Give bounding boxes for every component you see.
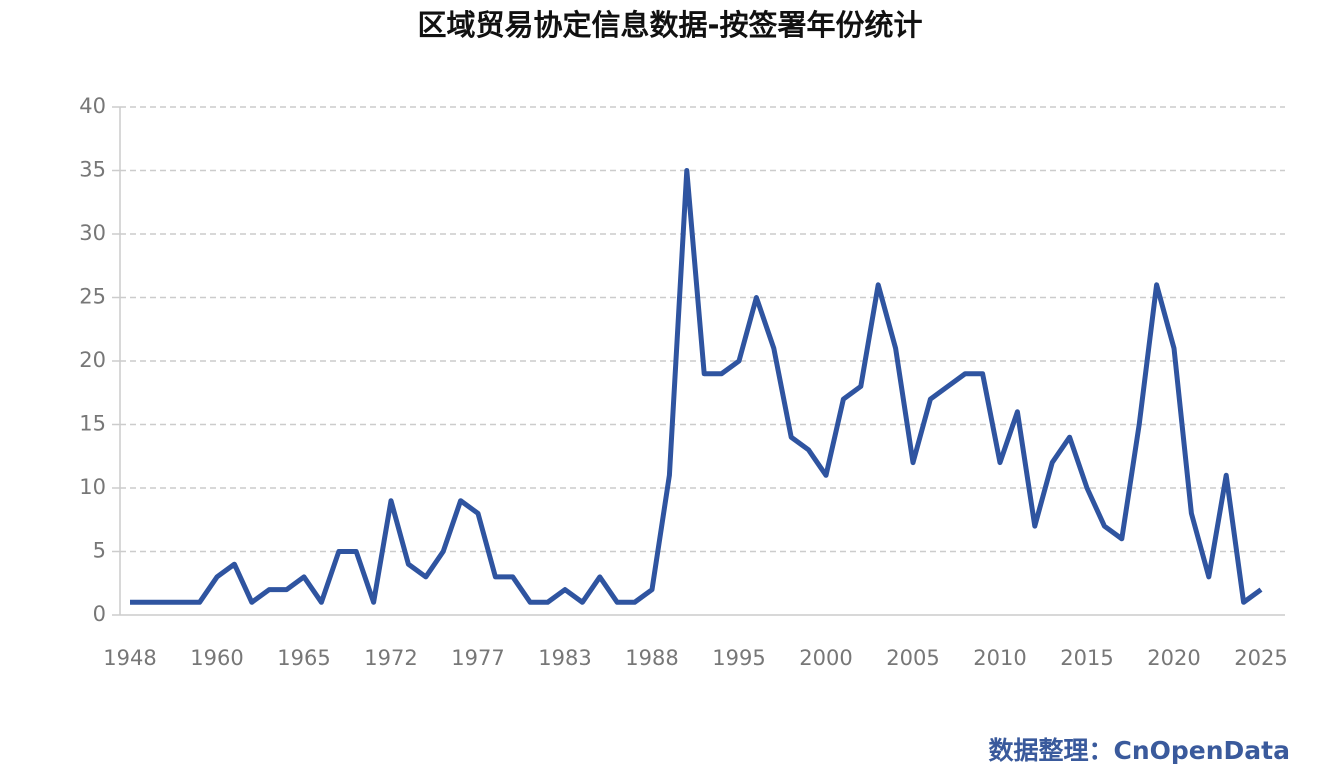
y-tick-label: 10 [79,475,106,499]
x-tick-label: 2005 [886,646,939,670]
source-note: 数据整理：CnOpenData [989,736,1291,765]
y-tick-label: 20 [79,348,106,372]
x-tick-label: 2025 [1234,646,1287,670]
x-tick-label: 2000 [799,646,852,670]
x-tick-label: 2020 [1147,646,1200,670]
y-tick-label: 40 [79,94,106,118]
x-tick-label: 2010 [973,646,1026,670]
x-tick-label: 2015 [1060,646,1113,670]
data-line [130,168,1263,605]
x-tick-label: 1988 [625,646,678,670]
x-tick-label: 1983 [538,646,591,670]
y-tick-label: 0 [93,602,106,626]
x-tick-label: 1995 [712,646,765,670]
y-tick-label: 15 [79,412,106,436]
x-tick-label: 1948 [103,646,156,670]
y-tick-label: 30 [79,221,106,245]
y-tick-label: 35 [79,158,106,182]
y-tick-label: 5 [93,539,106,563]
x-tick-label: 1960 [190,646,243,670]
y-tick-label: 25 [79,285,106,309]
chart-title: 区域贸易协定信息数据-按签署年份统计 [417,8,922,42]
x-tick-label: 1977 [451,646,504,670]
x-tick-label: 1965 [277,646,330,670]
x-tick-label: 1972 [364,646,417,670]
